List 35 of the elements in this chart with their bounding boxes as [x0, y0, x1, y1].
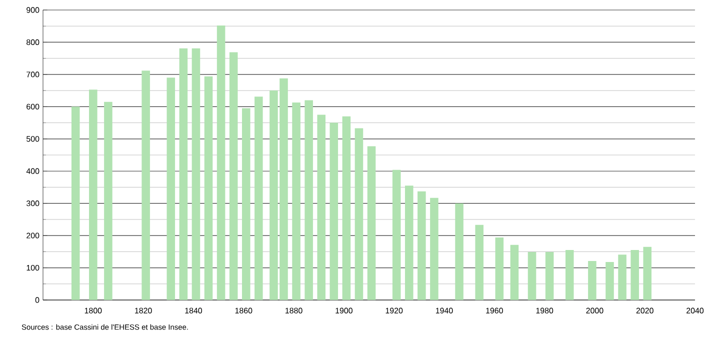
bar [418, 191, 426, 300]
bar [317, 114, 326, 300]
bar [618, 254, 626, 300]
bar [354, 128, 364, 300]
bar [430, 198, 438, 300]
bar [588, 261, 596, 300]
bar [229, 52, 238, 300]
bar [216, 25, 226, 300]
bar [528, 252, 536, 300]
bar [166, 78, 176, 300]
bar [179, 48, 188, 300]
bar [89, 90, 98, 300]
bar [367, 146, 376, 300]
bar [475, 224, 484, 300]
bar [342, 116, 351, 300]
bar [404, 186, 414, 300]
bar [204, 76, 213, 300]
bar [330, 122, 338, 300]
bar [104, 102, 112, 300]
bar [643, 246, 652, 300]
bar [455, 203, 464, 300]
bar [495, 237, 504, 300]
bar [292, 102, 300, 300]
bar [304, 100, 313, 300]
bar [392, 170, 401, 300]
bar [254, 96, 263, 300]
bar [565, 250, 574, 300]
bar [510, 244, 519, 300]
bar [71, 106, 80, 300]
bar [192, 48, 200, 300]
bar [630, 250, 639, 300]
bar [545, 252, 554, 300]
bar [242, 108, 250, 300]
bar [142, 70, 150, 300]
bar [606, 262, 614, 300]
